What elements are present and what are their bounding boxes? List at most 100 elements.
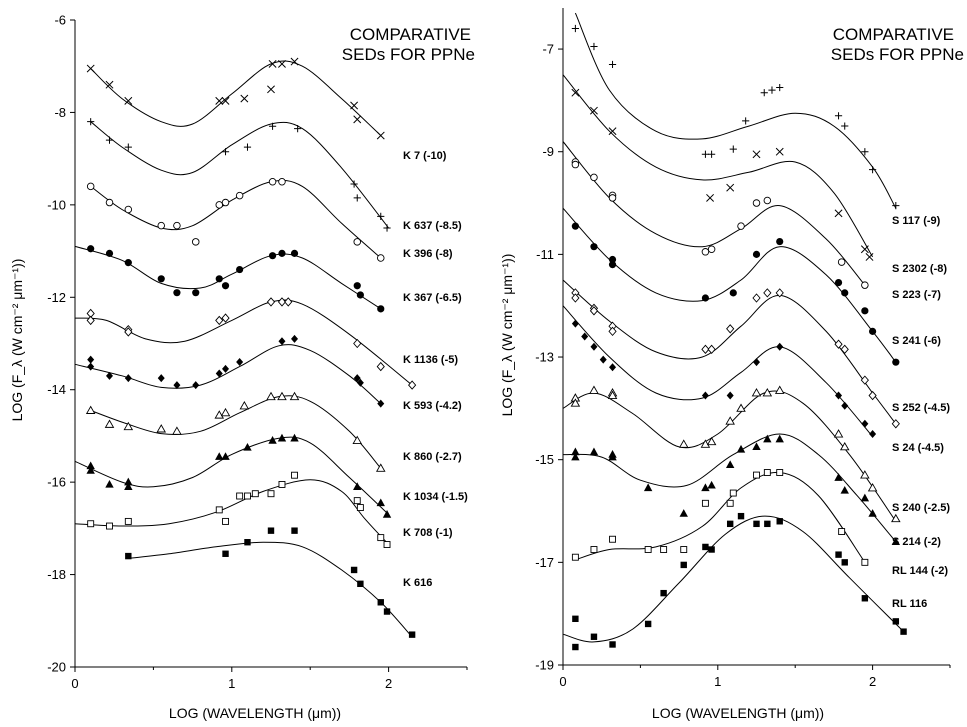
data-point (609, 535, 616, 543)
data-point (590, 106, 598, 115)
data-point (221, 96, 230, 105)
left-x-tick-label-1: 1 (228, 676, 235, 691)
data-point (708, 150, 716, 158)
data-point (124, 477, 133, 486)
data-point (834, 209, 843, 218)
data-point (353, 482, 362, 490)
data-point (268, 436, 277, 444)
data-point (751, 388, 762, 397)
data-point (124, 143, 132, 151)
data-point (353, 374, 361, 383)
model-curve (74, 344, 382, 404)
data-point (736, 444, 746, 453)
data-point (356, 291, 364, 299)
data-point (660, 589, 667, 597)
data-point (607, 390, 618, 399)
series-label: K 396 (-8) (403, 248, 453, 260)
data-point (571, 293, 580, 303)
left-y-tick-label-4: -14 (47, 382, 66, 397)
left-panel: 0 1 2 -6 -8 -10 -12 -14 -16 -18 -20 COMPARATIVE S… (9, 13, 475, 722)
data-point (104, 419, 115, 428)
data-point (644, 546, 652, 553)
data-point (608, 261, 617, 269)
data-point (266, 297, 276, 307)
right-y-tick-label-6: -19 (535, 658, 554, 673)
data-point (837, 258, 846, 266)
series-label: K 860 (-2.7) (403, 451, 462, 463)
data-point (725, 460, 735, 469)
data-point (834, 473, 843, 481)
data-point (590, 173, 598, 182)
data-point (350, 101, 359, 110)
data-point (701, 294, 710, 302)
data-point (726, 324, 735, 334)
data-point (244, 539, 251, 546)
data-point (726, 520, 734, 528)
series-s-240-2-5: S 240 (-2.5) (562, 385, 950, 523)
data-point (215, 201, 224, 209)
data-point (383, 541, 391, 548)
data-point (215, 275, 223, 283)
left-x-ticks: 0 1 2 (71, 667, 468, 691)
data-point (841, 559, 848, 566)
data-point (753, 471, 760, 479)
data-point (290, 249, 299, 257)
data-point (353, 115, 362, 124)
data-point (572, 643, 579, 651)
data-point (776, 342, 784, 351)
data-point (86, 182, 95, 191)
data-point (763, 469, 771, 476)
left-y-tick-label-3: -12 (47, 290, 66, 305)
data-point (222, 364, 230, 373)
data-point (350, 180, 358, 188)
data-point (244, 492, 251, 500)
data-point (660, 546, 668, 553)
data-point (775, 147, 784, 156)
data-point (375, 463, 386, 472)
left-x-tick-label-2: 2 (385, 676, 392, 691)
series-label: S 252 (-4.5) (892, 402, 950, 414)
data-point (105, 80, 114, 89)
data-point (678, 439, 689, 448)
data-point (701, 483, 710, 492)
data-point (752, 250, 761, 258)
data-point (900, 628, 907, 635)
data-point (834, 112, 843, 120)
data-point (350, 566, 358, 574)
data-point (215, 315, 224, 326)
data-point (124, 517, 132, 525)
data-point (357, 580, 364, 588)
series-k-1136-5: K 1136 (-5) (74, 297, 458, 390)
data-point (221, 148, 230, 156)
data-point (222, 517, 229, 525)
right-x-axis-title: LOG (WAVELENGTH (μm)) (652, 705, 824, 721)
data-point (700, 439, 711, 448)
left-y-tick-label-7: -20 (47, 660, 66, 675)
model-curve (562, 141, 866, 286)
series-label: K 1136 (-5) (403, 354, 458, 366)
data-point (221, 452, 230, 460)
right-series-layer: S 117 (-9) S 2302 (-8) S 223 (-7) S 241 (-6… (562, 12, 950, 651)
data-point (768, 86, 776, 94)
data-point (752, 442, 761, 451)
data-point (869, 327, 877, 335)
data-point (892, 618, 900, 625)
data-point (124, 327, 133, 337)
data-point (157, 374, 165, 383)
data-point (173, 221, 181, 230)
data-point (834, 339, 843, 349)
data-point (124, 374, 132, 383)
series-label: S 24 (-4.5) (892, 442, 944, 454)
model-curve (90, 121, 389, 229)
right-x-ticks: 0 1 2 (559, 665, 951, 689)
data-point (124, 259, 132, 267)
data-point (608, 127, 617, 136)
right-x-tick-label-1: 1 (714, 674, 721, 689)
data-point (706, 436, 717, 446)
model-curve (128, 541, 413, 638)
data-point (702, 543, 709, 551)
data-point (105, 371, 113, 380)
data-point (192, 289, 200, 297)
data-point (377, 599, 384, 606)
data-point (891, 513, 901, 523)
